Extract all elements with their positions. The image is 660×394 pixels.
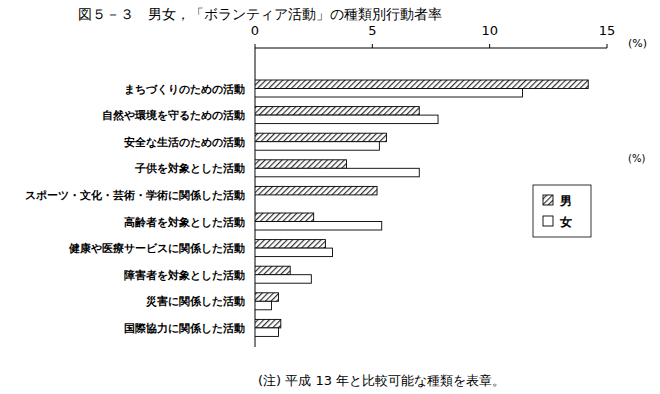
chart: 図５－３ 男女，「ボランティア活動」の種類別行動者率0 5 10 15 (%) まちづくり… xyxy=(0,0,660,394)
category-label: 安全な生活のための活動 xyxy=(124,136,245,149)
annotation: (注) 平成 13 年と比較可能な種類を表章。 xyxy=(258,373,505,388)
category-label: 高齢者を対象とした活動 xyxy=(124,216,245,228)
x-tick xyxy=(607,44,608,48)
category-label: スポーツ・文化・芸術・学術に関係した活動 xyxy=(25,189,245,201)
legend-label: 女 xyxy=(559,215,572,229)
x-tick-label: 15 xyxy=(599,23,616,38)
category-label: 国際協力に関係した活動 xyxy=(124,322,245,334)
x-tick xyxy=(255,44,256,48)
category-label: 子供を対象とした活動 xyxy=(134,162,245,174)
x-axis-line xyxy=(255,48,607,49)
bar xyxy=(255,89,523,98)
category-label: まちづくりのための活動 xyxy=(124,83,245,96)
bar xyxy=(255,275,311,284)
bar xyxy=(255,142,379,151)
x-tick-label: 0 xyxy=(251,23,259,38)
bar xyxy=(255,115,438,124)
bar xyxy=(255,168,419,177)
bar xyxy=(255,213,314,222)
bar xyxy=(255,107,419,116)
bar xyxy=(255,80,588,89)
x-axis-label: (%) xyxy=(628,37,647,50)
category-label: 自然や環境を守るための活動 xyxy=(102,109,245,122)
category-label: 健康や医療サービスに関係した活動 xyxy=(68,242,245,254)
category-label: 災害に関係した活動 xyxy=(145,295,245,308)
title: 図５－３ 男女，「ボランティア活動」の種類別行動者率 xyxy=(78,6,442,22)
x-tick-label: 10 xyxy=(481,23,498,38)
bar xyxy=(255,328,278,337)
x-tick xyxy=(489,44,490,48)
bar xyxy=(255,266,290,275)
x-tick xyxy=(372,44,373,48)
bar xyxy=(255,301,271,310)
bar xyxy=(255,222,382,231)
legend-swatch xyxy=(543,216,553,226)
bar xyxy=(255,186,377,195)
x-tick-label: 5 xyxy=(368,23,376,38)
category-label: 障害者を対象とした活動 xyxy=(124,269,245,281)
legend-swatch xyxy=(543,195,553,205)
bar xyxy=(255,319,281,328)
bar xyxy=(255,248,332,257)
bar xyxy=(255,293,278,302)
bar xyxy=(255,240,325,249)
legend-label: 男 xyxy=(559,194,572,208)
bar xyxy=(255,160,347,169)
legend-box xyxy=(533,185,591,237)
annotation: (%) xyxy=(628,153,645,164)
bar xyxy=(255,133,386,142)
